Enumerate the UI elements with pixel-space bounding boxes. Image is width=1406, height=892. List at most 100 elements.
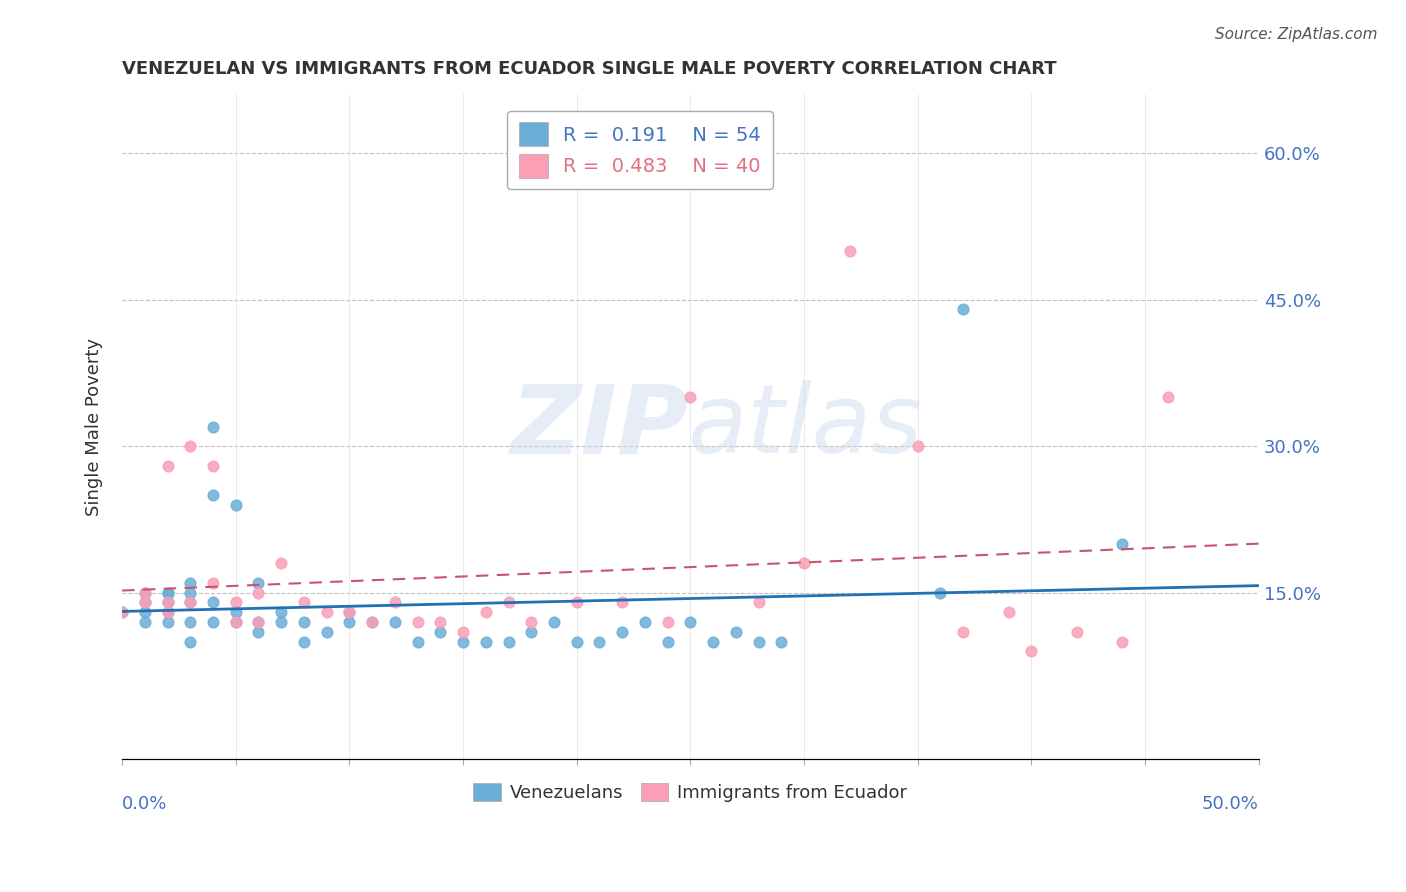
Point [270,557,292,571]
Point [997,605,1019,619]
Point [520,624,543,639]
Point [634,615,657,629]
Point [179,576,201,591]
Point [292,595,315,609]
Point [657,634,679,648]
Point [225,615,247,629]
Point [929,585,952,599]
Point [337,605,360,619]
Point [429,624,451,639]
Point [498,595,520,609]
Legend: Venezuelans, Immigrants from Ecuador: Venezuelans, Immigrants from Ecuador [467,776,914,810]
Point [702,634,724,648]
Point [201,419,224,434]
Point [612,624,634,639]
Point [179,585,201,599]
Point [429,615,451,629]
Point [179,615,201,629]
Point [201,595,224,609]
Point [134,585,156,599]
Point [724,624,747,639]
Point [337,605,360,619]
Point [907,439,929,453]
Point [315,605,337,619]
Point [1111,634,1133,648]
Point [1021,644,1043,658]
Y-axis label: Single Male Poverty: Single Male Poverty [86,337,103,516]
Point [612,595,634,609]
Point [406,634,429,648]
Point [451,624,474,639]
Point [134,585,156,599]
Point [793,557,815,571]
Text: 50.0%: 50.0% [1202,796,1258,814]
Point [156,585,179,599]
Point [451,634,474,648]
Point [225,605,247,619]
Point [679,615,702,629]
Point [134,595,156,609]
Point [201,576,224,591]
Point [156,595,179,609]
Point [156,615,179,629]
Point [134,615,156,629]
Point [179,634,201,648]
Point [588,634,610,648]
Point [543,615,565,629]
Point [201,615,224,629]
Text: 0.0%: 0.0% [122,796,167,814]
Point [247,585,270,599]
Point [156,605,179,619]
Point [361,615,384,629]
Point [315,624,337,639]
Point [520,615,543,629]
Point [565,634,588,648]
Point [247,615,270,629]
Point [225,615,247,629]
Point [179,595,201,609]
Point [270,615,292,629]
Point [270,605,292,619]
Point [156,585,179,599]
Point [748,634,770,648]
Point [156,458,179,473]
Point [475,634,498,648]
Point [952,302,974,317]
Point [247,624,270,639]
Point [384,615,406,629]
Point [201,488,224,502]
Point [179,439,201,453]
Point [406,615,429,629]
Point [498,634,520,648]
Point [134,595,156,609]
Text: atlas: atlas [686,380,921,473]
Text: Source: ZipAtlas.com: Source: ZipAtlas.com [1215,27,1378,42]
Point [1111,537,1133,551]
Point [156,605,179,619]
Point [225,595,247,609]
Point [134,605,156,619]
Point [679,390,702,404]
Point [565,595,588,609]
Point [292,634,315,648]
Point [156,595,179,609]
Point [657,615,679,629]
Point [292,615,315,629]
Point [952,624,974,639]
Point [770,634,793,648]
Point [225,498,247,512]
Point [748,595,770,609]
Text: VENEZUELAN VS IMMIGRANTS FROM ECUADOR SINGLE MALE POVERTY CORRELATION CHART: VENEZUELAN VS IMMIGRANTS FROM ECUADOR SI… [122,60,1057,78]
Point [384,595,406,609]
Point [337,615,360,629]
Point [111,605,134,619]
Point [201,458,224,473]
Point [247,576,270,591]
Point [247,615,270,629]
Point [1157,390,1180,404]
Point [179,595,201,609]
Point [1066,624,1088,639]
Point [111,605,134,619]
Point [361,615,384,629]
Point [475,605,498,619]
